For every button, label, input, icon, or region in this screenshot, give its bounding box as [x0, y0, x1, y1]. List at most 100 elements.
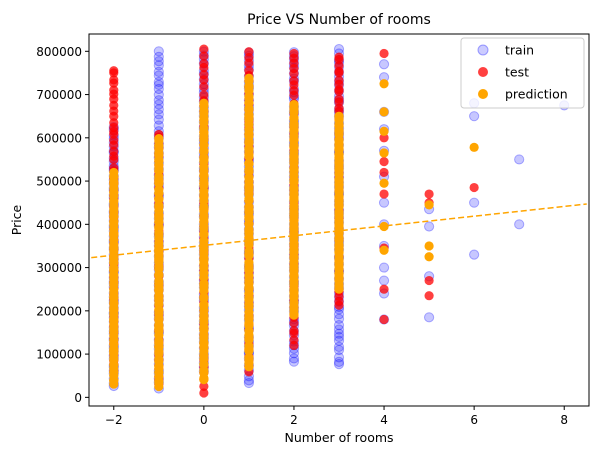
y-tick-label: 0 [74, 391, 82, 405]
legend: train test prediction [460, 37, 585, 109]
train-point [333, 341, 345, 352]
train-point [469, 197, 480, 208]
x-axis: −2 0 2 4 6 8 [105, 406, 568, 427]
legend-label-train: train [505, 43, 534, 58]
train-point [333, 335, 345, 346]
test-point [109, 118, 119, 128]
train-point [153, 76, 164, 88]
test-point [199, 58, 209, 69]
y-tick-label: 700000 [36, 88, 82, 102]
test-point [289, 326, 299, 336]
test-point [334, 75, 344, 85]
test-point [109, 85, 119, 95]
train-point [153, 70, 164, 81]
test-point [289, 76, 299, 86]
train-point [333, 44, 345, 55]
test-point [199, 388, 209, 398]
train-point [423, 312, 435, 323]
chart-title: Price VS Number of rooms [247, 12, 431, 28]
prediction-point [289, 100, 299, 110]
x-tick-label: 0 [200, 413, 208, 427]
y-tick-label: 500000 [36, 175, 82, 189]
test-point [424, 291, 434, 301]
test-point [244, 66, 254, 76]
prediction-point [199, 98, 209, 108]
test-point [379, 284, 389, 294]
train-point [333, 352, 345, 363]
x-tick-label: 2 [290, 413, 298, 427]
test-point [109, 66, 119, 76]
trend-line [91, 203, 587, 259]
plot-area [91, 44, 587, 398]
test-point [109, 75, 119, 85]
train-point [333, 344, 345, 356]
train-point [333, 331, 345, 343]
prediction-point [244, 352, 254, 363]
train-point [153, 51, 164, 62]
test-point [109, 126, 119, 136]
y-tick-label: 800000 [36, 45, 82, 59]
prediction-point [109, 167, 119, 178]
train-point [153, 109, 164, 120]
y-tick-label: 100000 [36, 348, 82, 362]
prediction-point [469, 142, 479, 152]
prediction-point [424, 241, 434, 251]
test-point [379, 157, 389, 167]
test-point [199, 381, 209, 392]
x-tick-label: −2 [105, 413, 123, 427]
y-tick-label: 600000 [36, 131, 82, 145]
test-point [379, 133, 389, 143]
prediction-point [379, 148, 389, 158]
train-point [333, 359, 345, 370]
prediction-point [379, 245, 389, 255]
test-point [379, 314, 389, 325]
train-point [153, 56, 164, 67]
test-point [109, 100, 119, 111]
prediction-point [334, 111, 344, 121]
train-point [153, 60, 164, 71]
train-point [333, 320, 345, 331]
legend-marker-test [478, 67, 488, 77]
test-point [289, 335, 299, 345]
train-point [153, 46, 164, 57]
train-point [469, 249, 480, 260]
y-axis: 0 100000 200000 300000 400000 500000 600000 700… [36, 45, 89, 405]
test-point [424, 189, 434, 199]
train-point [243, 377, 255, 389]
x-axis-label: Number of rooms [284, 430, 393, 445]
train-point [333, 356, 345, 367]
prediction-point [424, 252, 434, 262]
train-point [378, 262, 390, 273]
train-point [378, 275, 390, 286]
prediction-point [379, 221, 389, 232]
test-point [424, 275, 434, 286]
train-point [333, 313, 345, 324]
test-point [199, 70, 209, 80]
legend-marker-train [477, 44, 489, 56]
prediction-point [244, 246, 254, 256]
test-point [199, 51, 209, 61]
test-point [379, 48, 389, 59]
train-point [153, 95, 164, 106]
prediction-point [379, 126, 389, 136]
prediction-point [244, 73, 254, 83]
test-point [199, 90, 209, 100]
train-point [153, 104, 164, 115]
train-point [153, 114, 164, 125]
prediction-point [424, 200, 434, 210]
train-point [469, 111, 480, 122]
test-point [334, 52, 344, 62]
test-point [199, 44, 209, 54]
y-tick-label: 200000 [36, 304, 82, 318]
test-point [379, 167, 389, 178]
x-tick-label: 8 [560, 413, 568, 427]
test-point [469, 182, 479, 193]
train-point [333, 328, 345, 339]
plot-frame [88, 33, 590, 407]
test-point [379, 189, 389, 199]
legend-label-test: test [505, 65, 529, 80]
train-point [514, 219, 525, 230]
train-point [378, 197, 390, 208]
prediction-point [244, 158, 254, 168]
